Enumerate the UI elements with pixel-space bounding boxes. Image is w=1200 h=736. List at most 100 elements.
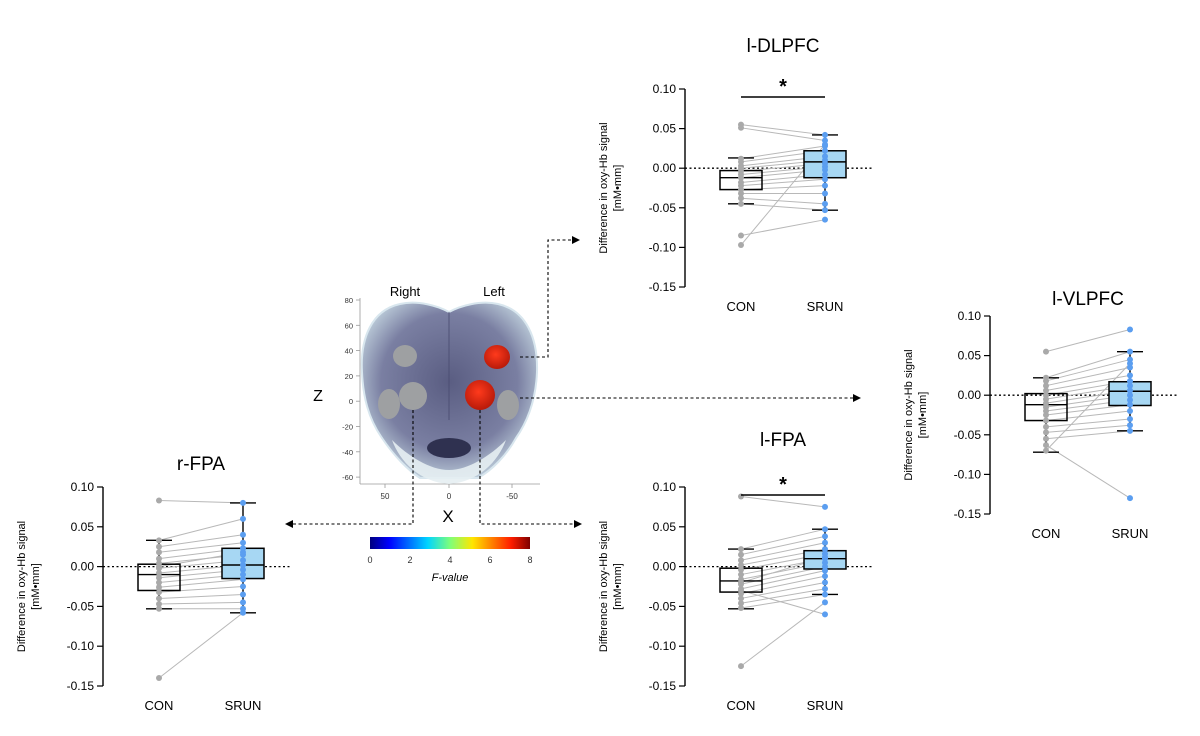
con-data-point	[738, 124, 744, 131]
chart-title: r-FPA	[177, 454, 226, 475]
srun-data-point	[240, 557, 246, 564]
srun-data-point	[1127, 377, 1133, 384]
brain-x-tick-label: 50	[381, 492, 390, 501]
srun-data-point	[822, 166, 828, 173]
srun-data-point	[822, 200, 828, 207]
srun-data-point	[822, 611, 828, 618]
con-data-point	[1043, 412, 1049, 418]
paired-subject-line	[740, 593, 826, 609]
y-tick-label: 0.10	[71, 480, 95, 494]
srun-data-point	[822, 147, 828, 154]
paired-subject-line	[740, 145, 826, 160]
y-tick-label: -0.15	[649, 280, 677, 294]
connector-arrows	[285, 236, 861, 528]
srun-data-point	[1127, 422, 1133, 429]
brain-x-tick-label: 0	[447, 492, 452, 501]
colorbar-tick-label: 8	[527, 555, 532, 565]
paired-subject-line	[158, 578, 244, 588]
srun-data-point	[1127, 392, 1133, 399]
panel-l-fpa: l-FPA 0.10 0.05 0.00 -0.05 -0.10 -0.15 Differen…	[598, 430, 873, 713]
paired-subject-line	[740, 588, 826, 604]
srun-data-point	[1127, 387, 1133, 394]
paired-subject-line	[1045, 444, 1131, 499]
paired-subject-line	[740, 570, 826, 590]
srun-data-point	[240, 576, 246, 583]
x-category-label: CON	[1032, 526, 1061, 541]
srun-data-point	[1127, 396, 1133, 403]
con-data-point	[156, 584, 162, 591]
srun-data-point	[240, 531, 246, 538]
x-category-label: SRUN	[1112, 526, 1149, 541]
con-data-point	[1043, 442, 1049, 449]
colorbar-label: F-value	[432, 572, 469, 584]
con-data-point	[738, 604, 744, 611]
x-category-label: SRUN	[807, 299, 844, 314]
y-tick-label: 0.05	[958, 349, 982, 363]
con-data-point	[1043, 377, 1049, 384]
brain-left-label: Left	[483, 284, 505, 299]
paired-subject-line	[1045, 404, 1131, 416]
y-axis-label: Difference in oxy-Hb signal	[598, 521, 610, 652]
con-data-point	[156, 574, 162, 581]
y-tick-label: -0.10	[649, 639, 677, 653]
brain-x-tick-label: -50	[506, 492, 518, 501]
x-category-label: SRUN	[225, 698, 262, 713]
channel-blob-l-vlpfc	[497, 390, 519, 420]
y-axis-unit-label: [mM•mm]	[30, 563, 42, 610]
srun-data-point	[240, 591, 246, 598]
channel-blob-right-upper	[393, 345, 417, 367]
srun-data-point	[822, 567, 828, 574]
paired-subject-line	[158, 612, 244, 679]
colorbar-tick-label: 0	[367, 555, 372, 565]
y-axis-unit-label: [mM•mm]	[612, 165, 624, 212]
y-tick-label: -0.10	[67, 639, 95, 653]
paired-subject-line	[740, 589, 826, 615]
y-tick-label: 0.05	[653, 122, 677, 136]
con-data-point	[738, 232, 744, 239]
y-tick-label: -0.05	[649, 201, 677, 215]
y-tick-label: 0.10	[653, 82, 677, 96]
paired-subject-line	[1045, 328, 1131, 353]
panel-r-fpa: r-FPA 0.10 0.05 0.00 -0.05 -0.10 -0.15 Differen…	[16, 454, 291, 713]
brain-z-tick-label: 0	[349, 397, 353, 406]
brain-z-tick-label: -60	[342, 473, 353, 482]
paired-subject-line	[740, 602, 826, 667]
y-axis-label: Difference in oxy-Hb signal	[16, 521, 28, 652]
srun-data-point	[240, 499, 246, 506]
panel-l-dlpfc: l-DLPFC 0.10 0.05 0.00 -0.05 -0.10 -0.15 Differ…	[598, 36, 873, 314]
y-tick-label: -0.10	[954, 467, 982, 481]
con-data-point	[738, 557, 744, 564]
brain-cerebellum-dark	[427, 438, 471, 458]
con-data-point	[156, 549, 162, 556]
brain-x-axis-label: X	[442, 507, 453, 526]
panel-l-vlpfc: l-VLPFC 0.10 0.05 0.00 -0.05 -0.10 -0.15 Differ…	[903, 289, 1178, 541]
brain-x-ticks: 50 0 -50	[381, 484, 518, 501]
con-data-point	[738, 587, 744, 594]
paired-subject-line	[740, 528, 826, 550]
srun-data-point	[822, 579, 828, 586]
srun-data-point	[822, 591, 828, 598]
srun-data-point	[822, 176, 828, 183]
paired-subject-line	[1045, 424, 1131, 433]
paired-subject-line	[158, 500, 244, 504]
con-data-point	[156, 595, 162, 602]
srun-data-point	[1127, 495, 1133, 502]
paired-subject-line	[740, 582, 826, 599]
paired-subject-line	[740, 178, 826, 187]
con-data-point	[738, 195, 744, 202]
con-data-point	[1043, 417, 1049, 424]
con-data-point	[738, 571, 744, 578]
paired-subject-line	[740, 575, 826, 595]
con-data-point	[156, 579, 162, 586]
srun-data-point	[822, 573, 828, 580]
con-data-point	[738, 562, 744, 569]
chart-title: l-DLPFC	[747, 36, 820, 57]
paired-subject-line	[1045, 418, 1131, 428]
y-tick-label: 0.05	[71, 520, 95, 534]
y-tick-label: 0.05	[653, 520, 677, 534]
con-data-point	[156, 563, 162, 570]
srun-data-point	[822, 526, 828, 533]
y-tick-label: -0.05	[67, 599, 95, 613]
srun-data-point	[822, 533, 828, 540]
